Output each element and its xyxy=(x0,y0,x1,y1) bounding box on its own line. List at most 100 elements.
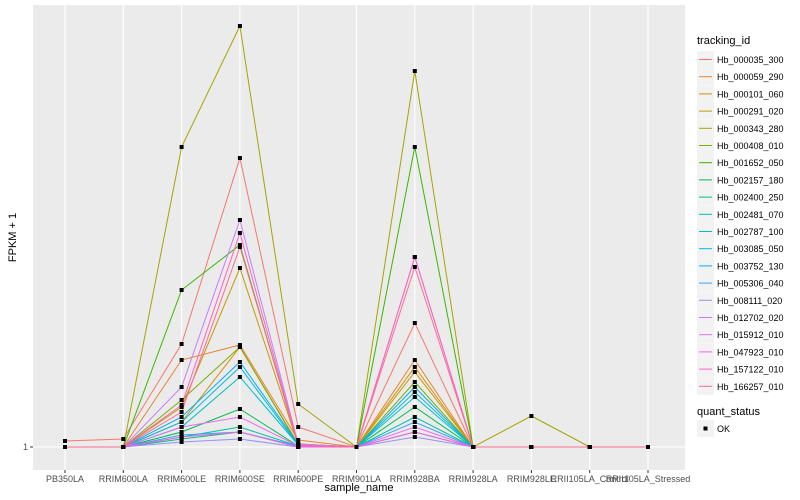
x-tick-label: RRIM928LE xyxy=(507,474,556,484)
data-point xyxy=(237,437,242,441)
data-point xyxy=(412,395,417,399)
data-point xyxy=(412,380,417,384)
data-point xyxy=(412,365,417,369)
data-point xyxy=(412,415,417,419)
plot-panel xyxy=(33,5,685,470)
legend-label: Hb_002157_180 xyxy=(717,175,784,185)
data-point xyxy=(412,358,417,362)
x-tick-label: RRIM928LA xyxy=(449,474,498,484)
data-point xyxy=(412,405,417,409)
legend-label: Hb_001652_050 xyxy=(717,158,784,168)
data-point xyxy=(121,437,126,441)
data-point xyxy=(237,415,242,419)
legend-label: Hb_005306_040 xyxy=(717,279,784,289)
legend-label: Hb_000291_020 xyxy=(717,107,784,117)
data-point xyxy=(237,360,242,364)
data-point xyxy=(179,342,184,346)
data-point xyxy=(179,415,184,419)
data-point xyxy=(412,420,417,424)
data-point xyxy=(179,410,184,414)
data-point xyxy=(412,69,417,73)
data-point xyxy=(179,358,184,362)
legend-label: Hb_002400_250 xyxy=(717,193,784,203)
data-point xyxy=(63,439,67,443)
data-point xyxy=(237,425,242,429)
legend-label: Hb_000408_010 xyxy=(717,141,784,151)
x-axis-title: sample_name xyxy=(324,482,393,494)
data-point xyxy=(296,443,301,447)
data-point xyxy=(412,435,417,439)
legend-label: Hb_000343_280 xyxy=(717,124,784,134)
data-point xyxy=(237,407,242,411)
legend-label: Hb_015912_010 xyxy=(717,330,784,340)
data-point xyxy=(237,245,242,249)
x-tick-label: RRIM600PE xyxy=(273,474,323,484)
legend-label: Hb_002481_070 xyxy=(717,210,784,220)
legend-label: Hb_003085_050 xyxy=(717,244,784,254)
data-point xyxy=(412,430,417,434)
data-point xyxy=(354,445,359,449)
data-point xyxy=(412,321,417,325)
data-point xyxy=(179,288,184,292)
legend-label: Hb_166257_010 xyxy=(717,382,784,392)
data-point xyxy=(237,365,242,369)
data-point xyxy=(179,435,184,439)
legend-label: Hb_003752_130 xyxy=(717,261,784,271)
data-point xyxy=(296,425,301,429)
data-point xyxy=(646,445,650,449)
x-tick-label: RRIM600LA xyxy=(99,474,148,484)
data-point xyxy=(412,370,417,374)
data-point xyxy=(179,440,184,444)
data-point xyxy=(412,385,417,389)
data-point xyxy=(412,255,417,259)
data-point xyxy=(179,385,184,389)
data-point xyxy=(179,403,184,407)
data-point xyxy=(63,445,67,449)
data-point xyxy=(179,420,184,424)
data-point xyxy=(529,445,534,449)
data-point xyxy=(237,231,242,235)
data-point xyxy=(237,375,242,379)
data-point xyxy=(471,445,476,449)
x-tick-label: RRIM901LA xyxy=(332,474,381,484)
data-point xyxy=(237,24,242,28)
data-point xyxy=(529,414,534,418)
legend-label: Hb_157122_010 xyxy=(717,365,784,375)
legend-label: OK xyxy=(717,424,730,434)
data-point xyxy=(412,145,417,149)
shape-legend-title: quant_status xyxy=(697,406,760,418)
legend-label: Hb_008111_020 xyxy=(717,296,782,306)
data-point xyxy=(179,430,184,434)
data-point xyxy=(237,345,242,349)
x-tick-label: RRIM600LE xyxy=(157,474,206,484)
data-point xyxy=(237,430,242,434)
legend-label: Hb_000059_290 xyxy=(717,72,784,82)
data-point xyxy=(179,398,184,402)
x-tick-label: RRII105LA_Stressed xyxy=(606,474,691,484)
x-tick-label: RRIM600SE xyxy=(215,474,265,484)
data-point xyxy=(296,402,301,406)
legend-shape xyxy=(703,426,708,431)
y-axis-title: FPKM + 1 xyxy=(7,213,19,262)
data-point xyxy=(587,445,592,449)
y-tick-label: 1 xyxy=(23,442,28,452)
legend-title: tracking_id xyxy=(697,35,750,47)
data-point xyxy=(296,438,301,442)
data-point xyxy=(179,425,184,429)
x-tick-label: RRIM928BA xyxy=(390,474,440,484)
x-tick-label: PB350LA xyxy=(46,474,84,484)
legend-label: Hb_002787_100 xyxy=(717,227,784,237)
data-point xyxy=(412,390,417,394)
x-tick-label: RRII105LA_Control xyxy=(551,474,629,484)
data-point xyxy=(237,266,242,270)
data-point xyxy=(179,145,184,149)
legend-label: Hb_000101_060 xyxy=(717,89,784,99)
data-point xyxy=(121,445,126,449)
legend-label: Hb_000035_300 xyxy=(717,55,784,65)
data-point xyxy=(237,218,242,222)
data-point xyxy=(412,265,417,269)
legend-label: Hb_047923_010 xyxy=(717,347,784,357)
legend-label: Hb_012702_020 xyxy=(717,313,784,323)
